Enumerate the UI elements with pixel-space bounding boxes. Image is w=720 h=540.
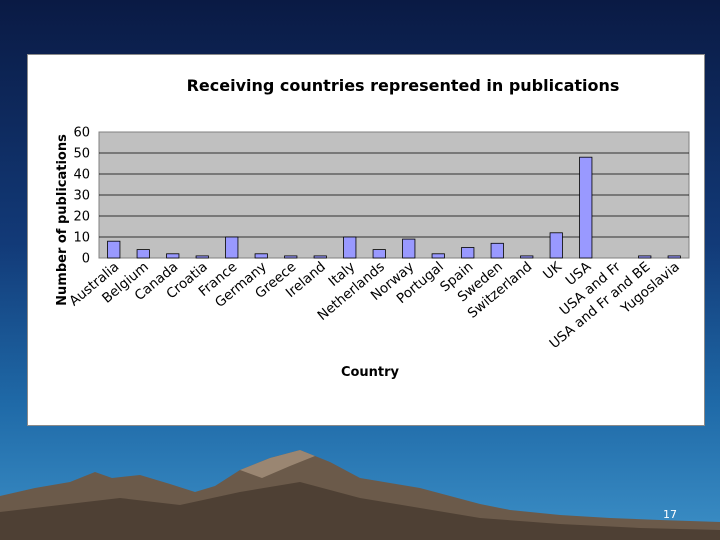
x-axis-title: Country [341,365,400,380]
y-tick-label: 0 [82,252,90,267]
mountain-shadow [0,482,720,540]
bar [549,232,563,259]
bar [461,247,475,259]
slide-number: 17 [663,508,677,521]
bars [107,156,681,259]
bar [638,255,652,259]
y-tick-label: 30 [73,189,90,204]
y-tick-label: 10 [73,231,90,246]
y-tick-label: 20 [73,210,90,225]
y-tick-labels: 0 10 20 30 40 50 60 [73,126,90,267]
y-axis-title: Number of publications [55,134,70,306]
chart-panel: Receiving countries represented in publi… [27,54,705,426]
x-category-label: UK [540,258,566,283]
bar [136,249,150,259]
y-tick-label: 50 [73,147,90,162]
bar [107,240,121,259]
bar [372,249,386,259]
chart-title: Receiving countries represented in publi… [187,76,620,95]
bar [520,255,534,259]
mountain-highlight [240,450,315,478]
bar [402,238,416,259]
bar [490,242,504,259]
bar [166,253,180,259]
y-tick-label: 60 [73,126,90,141]
x-category-labels: AustraliaBelgiumCanadaCroatiaFranceGerma… [66,258,683,352]
bar [579,156,593,259]
bar [313,255,327,259]
bar [431,253,445,259]
y-tick-label: 40 [73,168,90,183]
bar-chart: Receiving countries represented in publi… [55,76,690,380]
bar [343,236,357,259]
bar [667,255,681,259]
bar [254,253,268,259]
bar [195,255,209,259]
bar [225,236,239,259]
bar [284,255,298,259]
